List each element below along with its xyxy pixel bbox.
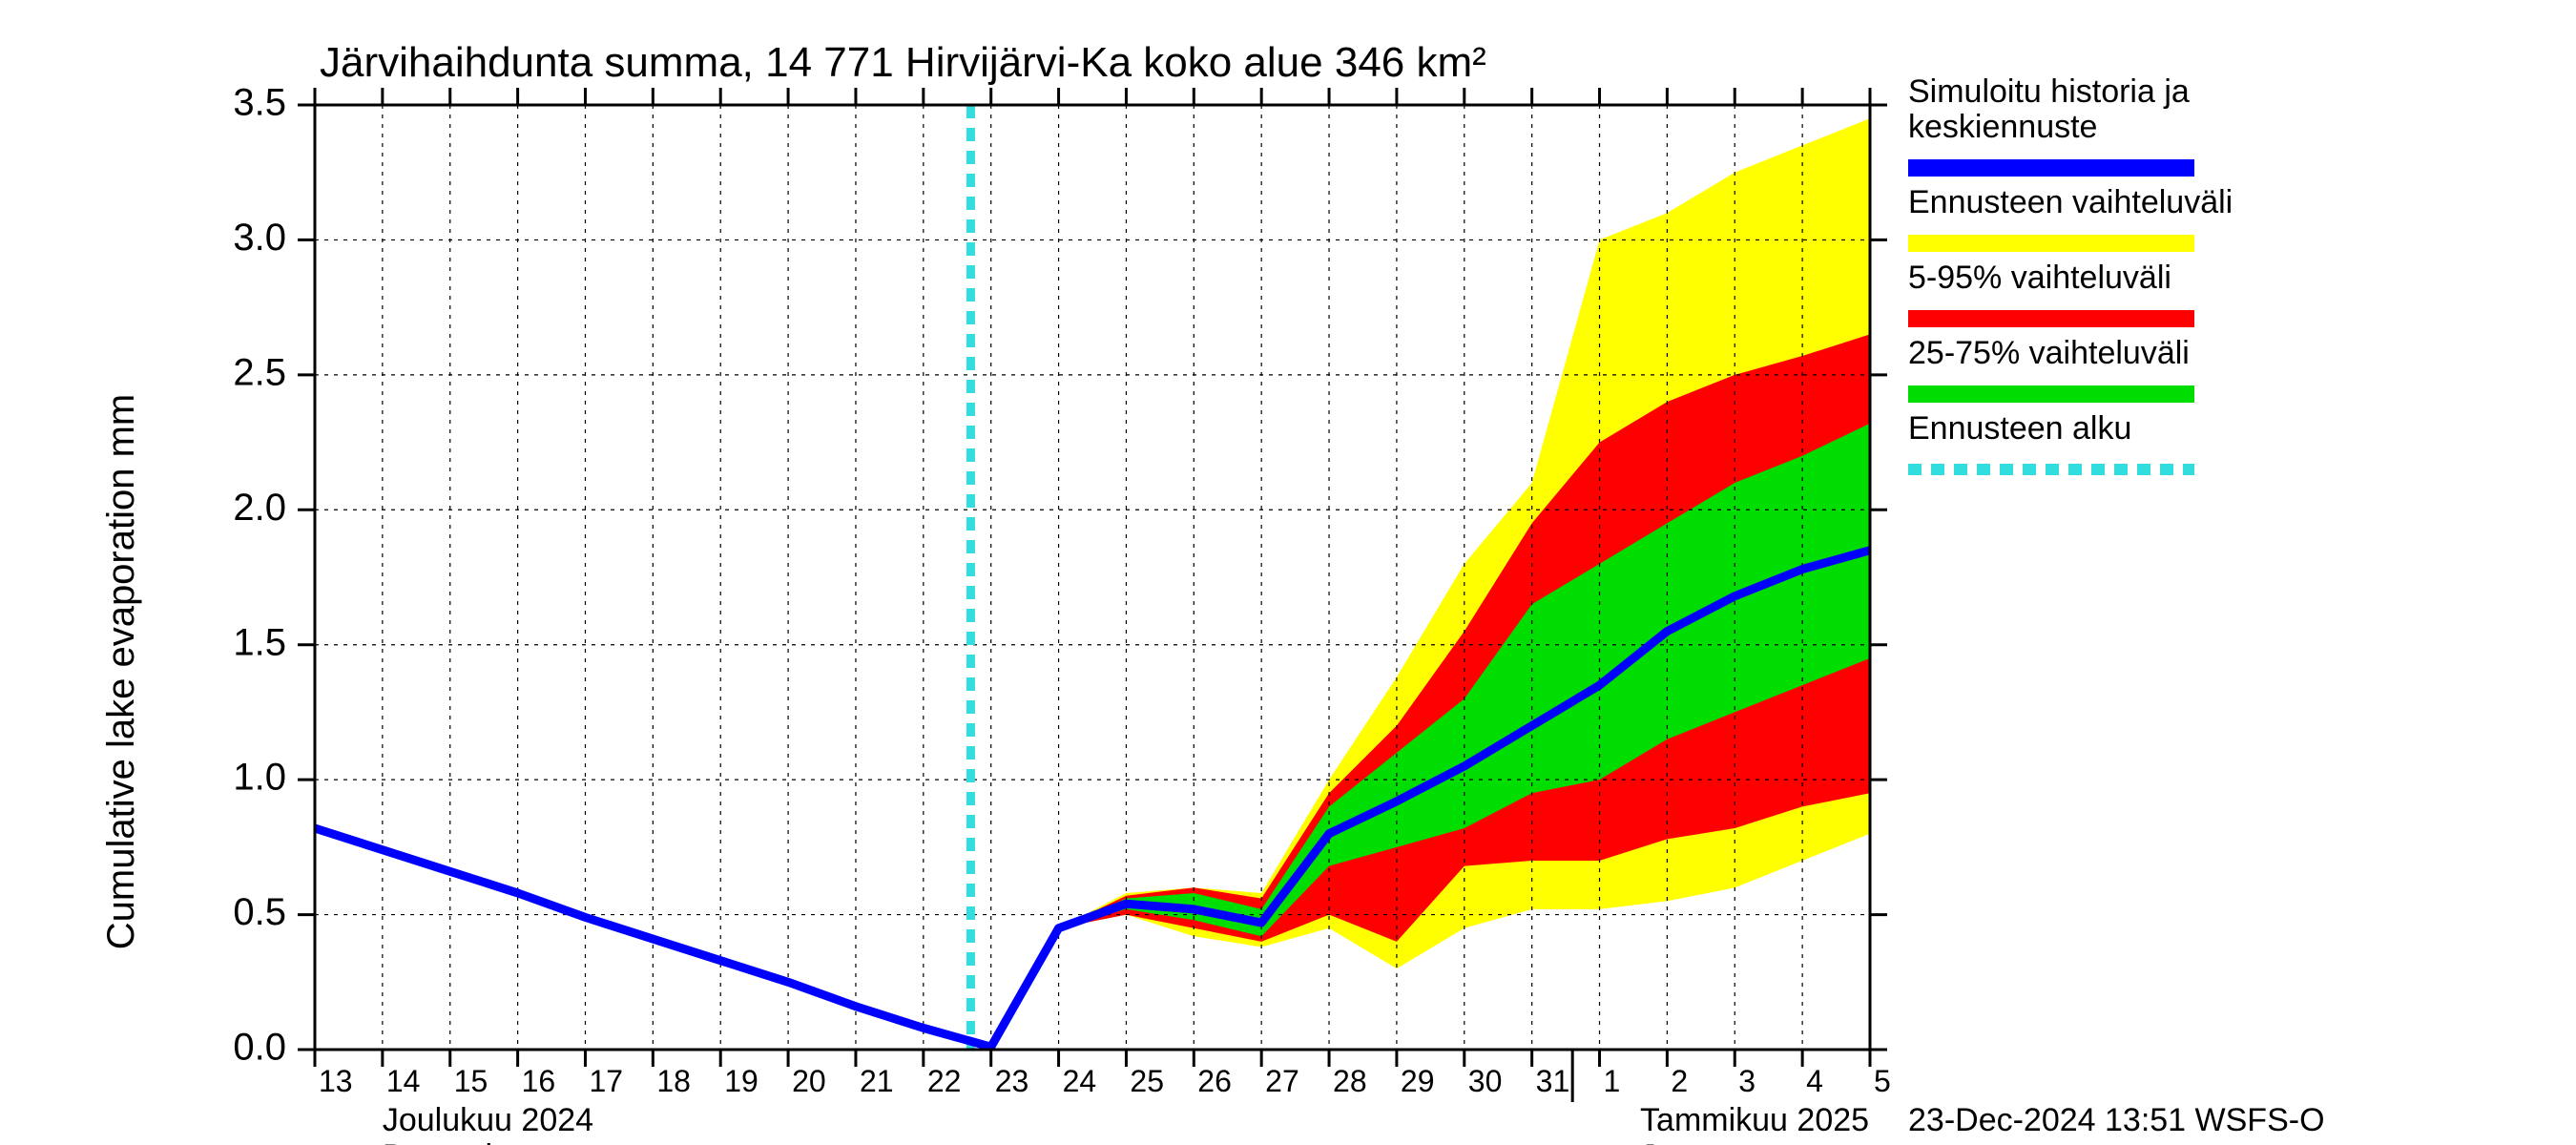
xtick-label: 18 <box>656 1064 691 1098</box>
legend-start-label: Ennusteen alku <box>1908 410 2131 447</box>
xtick-label: 28 <box>1333 1064 1367 1098</box>
ytick-label: 3.5 <box>233 82 286 124</box>
ytick-label: 1.0 <box>233 757 286 799</box>
ytick-label: 0.5 <box>233 891 286 933</box>
legend-sim-label2: keskiennuste <box>1908 109 2097 145</box>
xtick-label: 14 <box>386 1064 421 1098</box>
xtick-label: 26 <box>1197 1064 1232 1098</box>
month-label-right-en: January <box>1640 1138 1755 1145</box>
xtick-label: 27 <box>1265 1064 1299 1098</box>
xtick-label: 17 <box>589 1064 623 1098</box>
xtick-label: 23 <box>995 1064 1029 1098</box>
xtick-label: 31 <box>1536 1064 1570 1098</box>
month-label-left-fi: Joulukuu 2024 <box>383 1102 593 1138</box>
xtick-label: 1 <box>1604 1064 1621 1098</box>
legend-full-label: Ennusteen vaihteluväli <box>1908 184 2233 220</box>
xtick-label: 5 <box>1874 1064 1891 1098</box>
legend-p2575-label: 25-75% vaihteluväli <box>1908 335 2190 371</box>
legend-sim-label1: Simuloitu historia ja <box>1908 73 2190 110</box>
ytick-label: 3.0 <box>233 217 286 259</box>
y-axis-label: Cumulative lake evaporation mm <box>100 394 142 949</box>
xtick-label: 21 <box>860 1064 894 1098</box>
ytick-label: 1.5 <box>233 621 286 663</box>
month-label-right-fi: Tammikuu 2025 <box>1640 1102 1869 1138</box>
xtick-label: 2 <box>1671 1064 1688 1098</box>
xtick-label: 3 <box>1738 1064 1755 1098</box>
xtick-label: 19 <box>724 1064 758 1098</box>
footer-timestamp: 23-Dec-2024 13:51 WSFS-O <box>1908 1102 2325 1138</box>
xtick-label: 13 <box>319 1064 353 1098</box>
xtick-label: 20 <box>792 1064 826 1098</box>
xtick-label: 24 <box>1063 1064 1097 1098</box>
xtick-label: 22 <box>927 1064 962 1098</box>
chart-title: Järvihaihdunta summa, 14 771 Hirvijärvi-… <box>320 39 1486 86</box>
xtick-label: 15 <box>454 1064 488 1098</box>
xtick-label: 30 <box>1468 1064 1503 1098</box>
legend-p595-label: 5-95% vaihteluväli <box>1908 260 2171 296</box>
chart-container: 0.00.51.01.52.02.53.03.51314151617181920… <box>0 0 2576 1145</box>
month-label-left-en: December <box>383 1138 532 1145</box>
ytick-label: 0.0 <box>233 1027 286 1069</box>
ytick-label: 2.0 <box>233 487 286 529</box>
chart-svg: 0.00.51.01.52.02.53.03.51314151617181920… <box>0 0 2576 1145</box>
ytick-label: 2.5 <box>233 351 286 393</box>
xtick-label: 16 <box>522 1064 556 1098</box>
xtick-label: 25 <box>1130 1064 1164 1098</box>
xtick-label: 4 <box>1806 1064 1823 1098</box>
xtick-label: 29 <box>1401 1064 1435 1098</box>
